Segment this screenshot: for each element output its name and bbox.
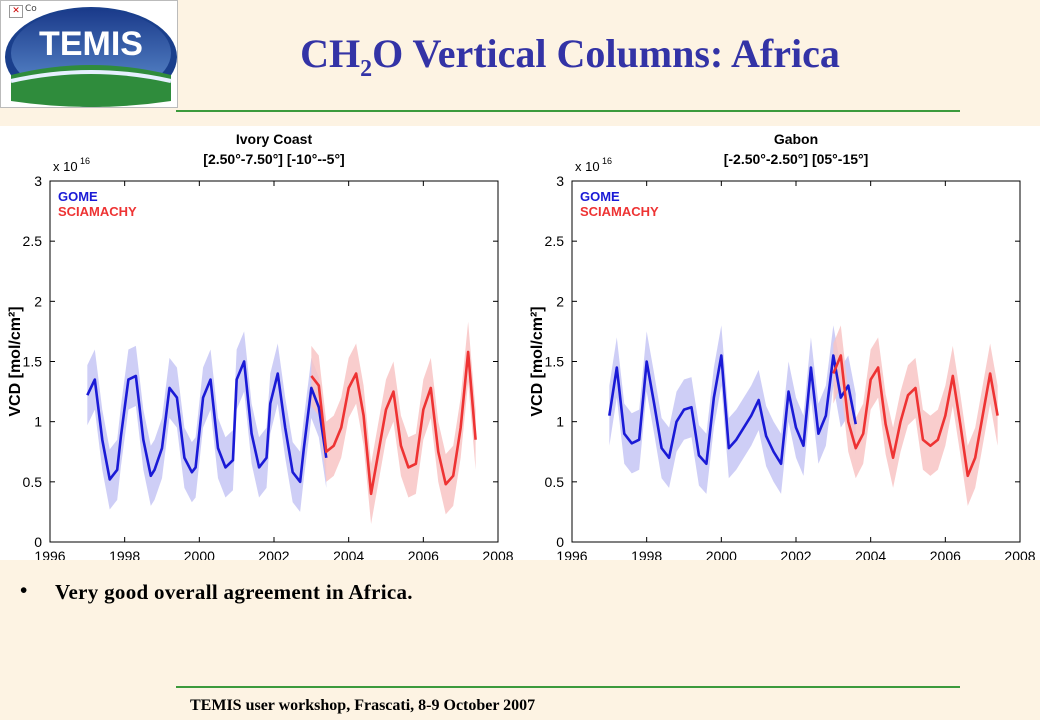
chart-1-band-sciamachy xyxy=(311,321,476,524)
chart-1-title: Ivory Coast xyxy=(236,131,313,147)
chart-area: Ivory Coast [2.50°-7.50°] [-10°--5°] 1996 1… xyxy=(0,126,1040,586)
chart-1-y-tick-label-0: 0 xyxy=(34,534,42,550)
chart-2-y-tick-label-2: 2 xyxy=(556,293,564,309)
chart-1-series-sciamachy xyxy=(310,350,477,496)
chart-2-y-tick-label-2.5: 2.5 xyxy=(545,233,565,249)
footer-text: TEMIS user workshop, Frascati, 8-9 Octob… xyxy=(190,697,536,714)
chart-2-y-tick-label-1: 1 xyxy=(556,414,564,430)
chart-1-y-tick-label-0.5: 0.5 xyxy=(23,474,43,490)
page-title: CH2O Vertical Columns: Africa xyxy=(180,30,960,83)
chart-2-y-multiplier: x 10 xyxy=(575,159,600,174)
chart-1-x-tick-label-1998: 1998 xyxy=(109,548,140,560)
chart-2-x-tick-label-2000: 2000 xyxy=(706,548,737,560)
chart-1-y-multiplier: x 10 xyxy=(53,159,78,174)
broken-image-icon: ✕ xyxy=(9,5,23,18)
logo-swoosh xyxy=(10,70,172,83)
chart-1-legend-sciamachy: SCIAMACHY xyxy=(58,204,137,219)
chart-2-x-tick-label-2006: 2006 xyxy=(930,548,961,560)
chart-1-y-tick-label-3: 3 xyxy=(34,173,42,189)
chart-2-y-tick-label-1.5: 1.5 xyxy=(545,354,565,370)
chart-1-x-tick-label-2008: 2008 xyxy=(482,548,513,560)
title-subscript: 2 xyxy=(360,56,373,82)
chart-1-y-tick-label-1.5: 1.5 xyxy=(23,354,43,370)
chart-2-series-gome xyxy=(608,354,858,466)
temis-logo: ✕ Co TEMIS xyxy=(0,0,178,108)
chart-2-x-tick-label-2002: 2002 xyxy=(780,548,811,560)
chart-1-x-tick-label-2006: 2006 xyxy=(408,548,439,560)
chart-1-series-gome xyxy=(86,360,328,484)
broken-image-label: Co xyxy=(25,4,37,14)
chart-1-y-exponent: 16 xyxy=(80,156,90,166)
chart-2-title: Gabon xyxy=(774,131,818,147)
chart-2-y-exponent: 16 xyxy=(602,156,612,166)
chart-2-ylabel: VCD [mol/cm²] xyxy=(529,306,546,416)
chart-1-subtitle: [2.50°-7.50°] [-10°--5°] xyxy=(203,151,344,167)
bullet-marker: • xyxy=(20,578,28,602)
chart-2-band-sciamachy xyxy=(833,325,998,506)
title-suffix: O Vertical Columns: Africa xyxy=(372,31,840,76)
chart-1-legend-gome: GOME xyxy=(58,189,98,204)
chart-1-y-tick-label-1: 1 xyxy=(34,414,42,430)
temis-logo-graphic: TEMIS xyxy=(5,7,177,107)
chart-1-x-tick-label-2004: 2004 xyxy=(333,548,364,560)
chart-1-band-gome xyxy=(87,331,327,512)
chart-2-x-tick-label-2004: 2004 xyxy=(855,548,886,560)
chart-1-x-tick-label-2002: 2002 xyxy=(258,548,289,560)
chart-2-legend-sciamachy: SCIAMACHY xyxy=(580,204,659,219)
chart-1-y-tick-label-2: 2 xyxy=(34,293,42,309)
title-prefix: CH xyxy=(300,31,361,76)
charts-svg: Ivory Coast[2.50°-7.50°] [-10°--5°]1996 1… xyxy=(7,131,1036,586)
chart-2-y-tick-label-0: 0 xyxy=(556,534,564,550)
chart-1-x-tick-label-2000: 2000 xyxy=(184,548,215,560)
chart-2-subtitle: [-2.50°-2.50°] [05°-15°] xyxy=(724,151,869,167)
chart-2-x-tick-label-1998: 1998 xyxy=(631,548,662,560)
chart-2-y-tick-label-0.5: 0.5 xyxy=(545,474,565,490)
chart-1-y-tick-label-2.5: 2.5 xyxy=(23,233,43,249)
chart-1-ylabel: VCD [mol/cm²] xyxy=(7,306,24,416)
logo-text: TEMIS xyxy=(39,25,143,63)
chart-2-band-gome xyxy=(609,325,856,494)
chart-2-y-tick-label-3: 3 xyxy=(556,173,564,189)
bullet-text: Very good overall agreement in Africa. xyxy=(55,580,413,604)
title-divider xyxy=(176,110,960,112)
footer-divider xyxy=(176,686,960,688)
chart-2-x-tick-label-2008: 2008 xyxy=(1004,548,1035,560)
chart-2-series-sciamachy xyxy=(832,354,999,478)
chart-2-legend-gome: GOME xyxy=(580,189,620,204)
